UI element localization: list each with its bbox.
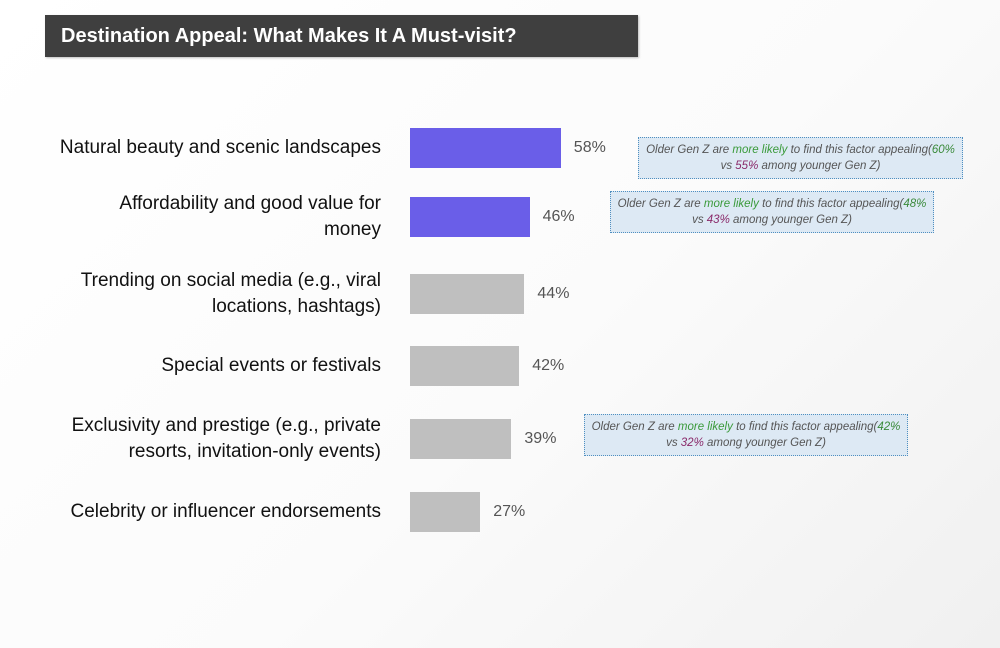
insight-note: Older Gen Z are more likely to find this… <box>638 137 963 179</box>
bar <box>410 128 561 168</box>
value-label: 42% <box>532 357 565 374</box>
note-prefix: Older Gen Z are <box>646 144 733 156</box>
insight-note: Older Gen Z are more likely to find this… <box>584 414 908 456</box>
chart-title: Destination Appeal: What Makes It A Must… <box>45 15 638 57</box>
bar <box>410 274 525 314</box>
note-older: 48% <box>903 198 927 210</box>
note-vs: vs <box>666 437 681 449</box>
category-label: Affordability and good value for money <box>1 191 381 243</box>
note-vs: vs <box>720 160 736 172</box>
note-older: 42% <box>877 421 901 433</box>
category-label-line: Celebrity or influencer endorsements <box>70 501 382 522</box>
value-label: 27% <box>493 503 526 520</box>
note-younger: 43% <box>706 214 730 226</box>
note-vs: vs <box>692 214 707 226</box>
note-emph: more likely <box>677 421 733 433</box>
bar <box>410 492 481 532</box>
note-younger: 32% <box>680 437 704 449</box>
note-younger: 55% <box>735 160 759 172</box>
bar <box>410 419 512 459</box>
value-label: 58% <box>573 139 606 156</box>
note-mid: to find this factor appealing( <box>732 421 878 433</box>
bar <box>410 197 530 237</box>
insight-note: Older Gen Z are more likely to find this… <box>610 191 934 233</box>
note-suffix: among younger Gen Z) <box>758 160 881 172</box>
category-label-line: Exclusivity and prestige (e.g., private <box>71 415 381 436</box>
category-label-line: Affordability and good value for <box>119 193 381 214</box>
note-older: 60% <box>931 144 955 156</box>
category-label: Exclusivity and prestige (e.g., private r… <box>1 413 381 465</box>
category-label: Trending on social media (e.g., viral loc… <box>1 268 381 320</box>
note-prefix: Older Gen Z are <box>617 198 704 210</box>
bar <box>410 346 520 386</box>
note-emph: more likely <box>703 198 759 210</box>
category-label: Natural beauty and scenic landscapes <box>1 135 381 161</box>
category-label-line: resorts, invitation-only events) <box>128 441 381 462</box>
note-mid: to find this factor appealing( <box>787 144 932 156</box>
category-label: Special events or festivals <box>1 353 381 379</box>
note-suffix: among younger Gen Z) <box>703 437 826 449</box>
value-label: 46% <box>542 208 575 225</box>
category-label-line: Natural beauty and scenic landscapes <box>59 137 381 158</box>
value-label: 39% <box>524 430 557 447</box>
category-label-line: money <box>323 219 381 240</box>
category-label-line: Trending on social media (e.g., viral <box>80 270 381 291</box>
note-emph: more likely <box>732 144 788 156</box>
value-label: 44% <box>537 285 570 302</box>
note-mid: to find this factor appealing( <box>758 198 904 210</box>
note-suffix: among younger Gen Z) <box>729 214 852 226</box>
category-label-line: Special events or festivals <box>161 355 381 376</box>
note-prefix: Older Gen Z are <box>591 421 678 433</box>
category-label: Celebrity or influencer endorsements <box>1 499 382 525</box>
category-label-line: locations, hashtags) <box>212 296 381 317</box>
